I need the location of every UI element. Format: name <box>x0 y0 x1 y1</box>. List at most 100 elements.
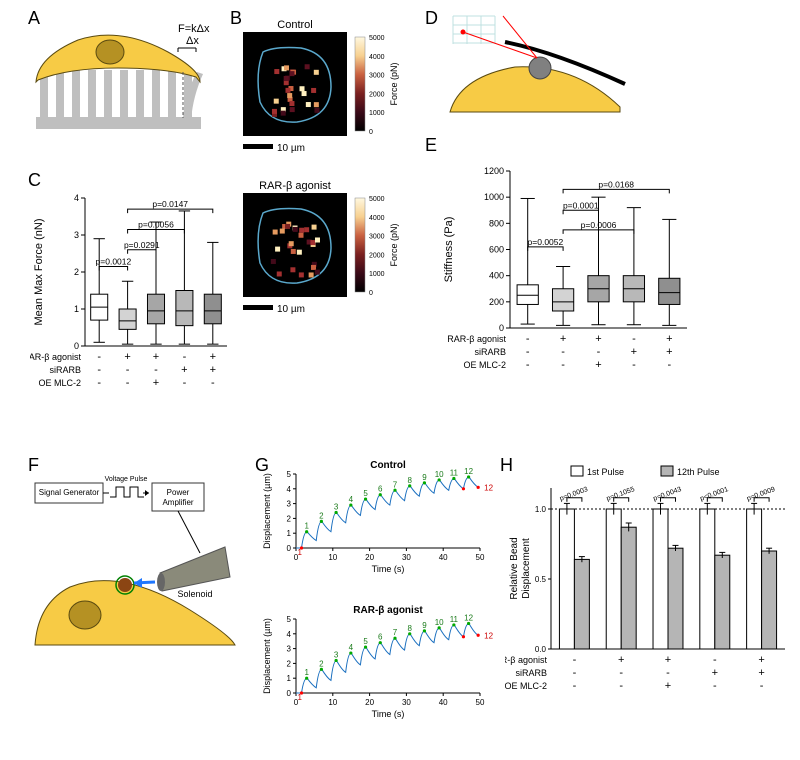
svg-text:10: 10 <box>328 553 337 562</box>
svg-text:2: 2 <box>319 511 324 520</box>
svg-text:Displacement (µm): Displacement (µm) <box>262 473 272 549</box>
svg-text:11: 11 <box>450 615 459 624</box>
svg-text:3: 3 <box>287 500 292 509</box>
svg-text:+: + <box>153 377 159 389</box>
svg-text:5: 5 <box>363 489 368 498</box>
svg-text:1: 1 <box>287 529 292 538</box>
svg-text:p<0.0001: p<0.0001 <box>699 486 729 503</box>
svg-text:+: + <box>665 654 671 666</box>
svg-text:RAR-β agonist: RAR-β agonist <box>353 605 423 616</box>
svg-text:-: - <box>183 351 187 363</box>
svg-text:2: 2 <box>319 659 324 668</box>
svg-text:12: 12 <box>464 613 473 622</box>
svg-text:2: 2 <box>287 514 292 523</box>
svg-text:-: - <box>526 333 530 345</box>
svg-text:-: - <box>126 377 130 389</box>
svg-text:6: 6 <box>378 633 383 642</box>
svg-text:Relative Bead: Relative Bead <box>509 537 520 599</box>
svg-text:Control: Control <box>277 19 312 31</box>
svg-text:10 µm: 10 µm <box>277 304 305 315</box>
svg-text:+: + <box>210 364 216 376</box>
svg-text:3000: 3000 <box>369 73 385 80</box>
svg-text:0: 0 <box>287 544 292 553</box>
svg-text:0: 0 <box>369 129 373 136</box>
svg-text:1000: 1000 <box>369 271 385 278</box>
svg-text:4: 4 <box>349 643 354 652</box>
panel-G-traces: Control01020304050012345Time (s)Displace… <box>260 460 495 750</box>
svg-text:-: - <box>561 346 565 358</box>
svg-text:RAR-β agonist: RAR-β agonist <box>447 334 506 344</box>
svg-text:Time (s): Time (s) <box>372 709 405 719</box>
svg-text:-: - <box>597 346 601 358</box>
svg-text:-: - <box>183 377 187 389</box>
svg-text:5: 5 <box>363 637 368 646</box>
svg-text:Stiffness (Pa): Stiffness (Pa) <box>443 217 455 283</box>
svg-text:5000: 5000 <box>369 196 385 203</box>
svg-text:Voltage Pulse: Voltage Pulse <box>105 476 148 483</box>
panel-D-label: D <box>425 8 438 29</box>
svg-text:Signal Generator: Signal Generator <box>39 488 100 497</box>
svg-text:11: 11 <box>450 468 459 477</box>
svg-text:9: 9 <box>422 473 427 482</box>
svg-text:p=0.0147: p=0.0147 <box>152 199 188 209</box>
svg-text:1: 1 <box>304 668 309 677</box>
svg-text:F=kΔx: F=kΔx <box>178 23 210 35</box>
svg-text:+: + <box>631 346 637 358</box>
svg-text:-: - <box>666 667 670 679</box>
svg-text:3000: 3000 <box>369 234 385 241</box>
panel-E-label: E <box>425 135 437 156</box>
svg-text:Force (pN): Force (pN) <box>389 223 399 266</box>
svg-text:2000: 2000 <box>369 252 385 259</box>
svg-text:8: 8 <box>407 624 412 633</box>
svg-text:5: 5 <box>287 470 292 479</box>
svg-text:RAR-β agonist: RAR-β agonist <box>30 352 81 362</box>
svg-text:Displacement: Displacement <box>521 538 532 599</box>
svg-text:-: - <box>713 680 717 692</box>
svg-text:-: - <box>97 364 101 376</box>
svg-text:1.0: 1.0 <box>535 505 547 514</box>
svg-text:p=0.0001: p=0.0001 <box>563 200 599 210</box>
svg-text:1000: 1000 <box>484 192 504 202</box>
svg-text:+: + <box>124 351 130 363</box>
svg-text:-: - <box>573 654 577 666</box>
svg-text:0: 0 <box>369 290 373 297</box>
svg-text:siRARB: siRARB <box>474 347 506 357</box>
svg-text:20: 20 <box>365 553 374 562</box>
svg-text:4000: 4000 <box>369 215 385 222</box>
svg-text:50: 50 <box>476 553 485 562</box>
svg-text:siRARB: siRARB <box>49 365 81 375</box>
svg-text:1000: 1000 <box>369 110 385 117</box>
svg-text:1: 1 <box>304 522 309 531</box>
svg-text:40: 40 <box>439 698 448 707</box>
panel-E-boxplot: 020040060080010001200Stiffness (Pa)p=0.0… <box>440 135 695 380</box>
svg-text:+: + <box>758 654 764 666</box>
svg-text:+: + <box>666 333 672 345</box>
svg-text:-: - <box>667 359 671 371</box>
svg-text:4: 4 <box>287 630 292 639</box>
svg-text:Time (s): Time (s) <box>372 564 405 574</box>
svg-text:30: 30 <box>402 553 411 562</box>
svg-text:600: 600 <box>489 245 504 255</box>
svg-text:siRARB: siRARB <box>515 668 547 678</box>
svg-text:-: - <box>526 359 530 371</box>
svg-text:+: + <box>595 359 601 371</box>
svg-text:-: - <box>561 359 565 371</box>
svg-text:Mean Max Force (nN): Mean Max Force (nN) <box>33 219 45 326</box>
svg-text:6: 6 <box>378 485 383 494</box>
svg-text:2: 2 <box>74 267 79 277</box>
svg-text:Solenoid: Solenoid <box>177 589 212 599</box>
svg-text:p=0.0052: p=0.0052 <box>528 237 564 247</box>
svg-text:12th Pulse: 12th Pulse <box>677 467 720 477</box>
svg-text:p=0.0012: p=0.0012 <box>96 256 132 266</box>
svg-text:Δx: Δx <box>186 35 199 47</box>
svg-text:-: - <box>573 680 577 692</box>
panel-F-label: F <box>28 455 39 476</box>
svg-text:+: + <box>153 351 159 363</box>
svg-text:+: + <box>210 351 216 363</box>
svg-text:Control: Control <box>370 460 406 471</box>
svg-text:4: 4 <box>287 485 292 494</box>
svg-text:8: 8 <box>407 476 412 485</box>
svg-text:0: 0 <box>287 689 292 698</box>
svg-text:p=0.0291: p=0.0291 <box>124 240 160 250</box>
svg-text:RAR-β agonist: RAR-β agonist <box>505 655 547 665</box>
